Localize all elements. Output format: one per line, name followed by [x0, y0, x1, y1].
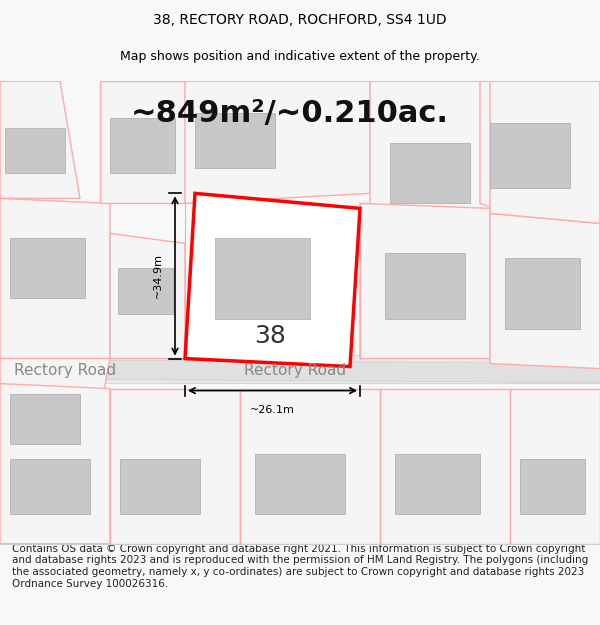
Bar: [395, 454, 480, 514]
Text: Map shows position and indicative extent of the property.: Map shows position and indicative extent…: [120, 51, 480, 63]
Text: Rectory Road: Rectory Road: [14, 363, 116, 378]
Polygon shape: [490, 213, 600, 369]
Bar: [0, 354, 600, 382]
Bar: [10, 394, 80, 444]
Polygon shape: [510, 389, 600, 544]
Polygon shape: [110, 389, 240, 544]
Text: Contains OS data © Crown copyright and database right 2021. This information is : Contains OS data © Crown copyright and d…: [12, 544, 588, 589]
Polygon shape: [360, 203, 490, 359]
Bar: [10, 459, 90, 514]
Text: 38, RECTORY ROAD, ROCHFORD, SS4 1UD: 38, RECTORY ROAD, ROCHFORD, SS4 1UD: [153, 13, 447, 28]
Polygon shape: [480, 81, 600, 243]
Polygon shape: [380, 389, 510, 544]
Polygon shape: [0, 359, 110, 464]
Polygon shape: [0, 384, 110, 544]
Bar: [255, 454, 345, 514]
Bar: [505, 259, 580, 329]
Bar: [110, 118, 175, 173]
Bar: [10, 238, 85, 299]
Text: Rectory Road: Rectory Road: [244, 363, 346, 378]
Polygon shape: [185, 81, 370, 203]
Bar: [520, 459, 585, 514]
Bar: [195, 113, 275, 168]
Text: ~34.9m: ~34.9m: [153, 254, 163, 299]
Bar: [120, 459, 200, 514]
Polygon shape: [0, 544, 75, 564]
Polygon shape: [100, 81, 185, 203]
Text: ~26.1m: ~26.1m: [250, 404, 295, 414]
Bar: [118, 269, 173, 314]
Polygon shape: [0, 198, 110, 359]
Polygon shape: [110, 233, 185, 359]
Polygon shape: [185, 193, 360, 366]
Polygon shape: [490, 81, 600, 223]
Polygon shape: [0, 359, 600, 382]
Bar: [490, 123, 570, 188]
Polygon shape: [370, 81, 530, 253]
Bar: [385, 253, 465, 319]
Polygon shape: [240, 389, 380, 544]
Text: 38: 38: [254, 324, 286, 348]
Polygon shape: [0, 81, 80, 198]
Bar: [390, 143, 470, 203]
Bar: [5, 128, 65, 173]
Bar: [215, 238, 310, 319]
Text: ~849m²/~0.210ac.: ~849m²/~0.210ac.: [131, 99, 449, 127]
